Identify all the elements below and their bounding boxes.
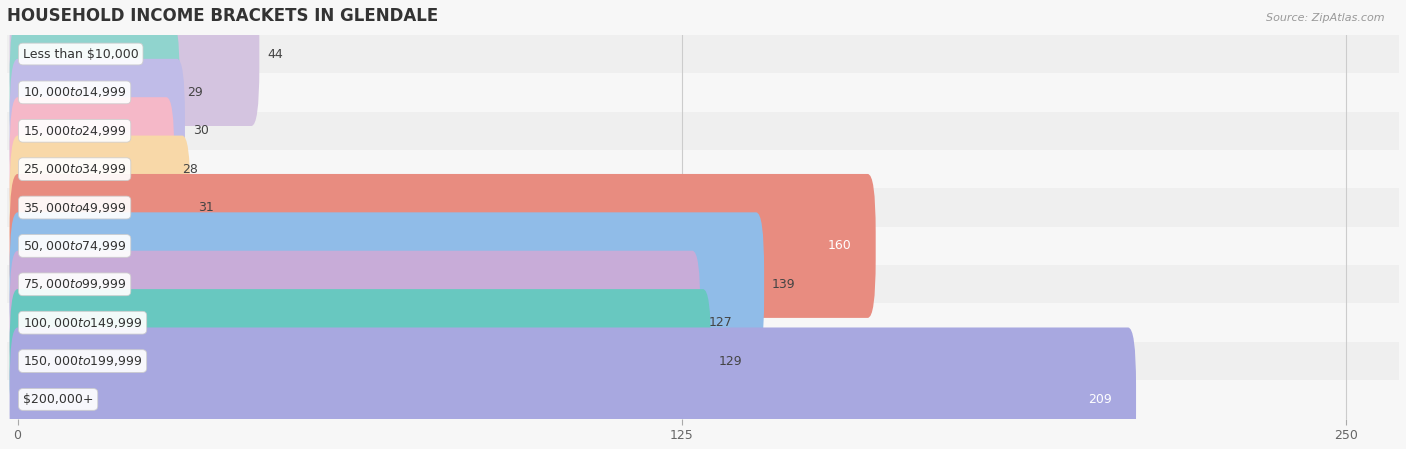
FancyBboxPatch shape xyxy=(10,212,763,356)
FancyBboxPatch shape xyxy=(10,59,186,203)
Text: 127: 127 xyxy=(709,316,733,329)
Text: 30: 30 xyxy=(193,124,208,137)
Text: 209: 209 xyxy=(1088,393,1112,406)
FancyBboxPatch shape xyxy=(10,97,174,241)
Text: Source: ZipAtlas.com: Source: ZipAtlas.com xyxy=(1267,13,1385,23)
Text: $100,000 to $149,999: $100,000 to $149,999 xyxy=(22,316,142,330)
Bar xyxy=(7,189,1399,227)
Text: $25,000 to $34,999: $25,000 to $34,999 xyxy=(22,162,127,176)
Bar xyxy=(7,304,1399,342)
Text: HOUSEHOLD INCOME BRACKETS IN GLENDALE: HOUSEHOLD INCOME BRACKETS IN GLENDALE xyxy=(7,7,439,25)
Bar xyxy=(7,380,1399,418)
FancyBboxPatch shape xyxy=(10,251,700,395)
Text: $15,000 to $24,999: $15,000 to $24,999 xyxy=(22,124,127,138)
Text: 139: 139 xyxy=(772,278,796,291)
Text: $75,000 to $99,999: $75,000 to $99,999 xyxy=(22,277,127,291)
Text: $200,000+: $200,000+ xyxy=(22,393,93,406)
Text: 44: 44 xyxy=(267,48,283,61)
FancyBboxPatch shape xyxy=(10,0,259,126)
Bar xyxy=(7,35,1399,73)
FancyBboxPatch shape xyxy=(10,21,180,164)
Bar xyxy=(7,73,1399,112)
Bar xyxy=(7,227,1399,265)
Text: $150,000 to $199,999: $150,000 to $199,999 xyxy=(22,354,142,368)
Text: 28: 28 xyxy=(183,163,198,176)
Text: $50,000 to $74,999: $50,000 to $74,999 xyxy=(22,239,127,253)
Bar xyxy=(7,342,1399,380)
Text: 31: 31 xyxy=(198,201,214,214)
Bar xyxy=(7,150,1399,189)
Bar xyxy=(7,112,1399,150)
FancyBboxPatch shape xyxy=(10,174,876,318)
Text: Less than $10,000: Less than $10,000 xyxy=(22,48,139,61)
Text: $35,000 to $49,999: $35,000 to $49,999 xyxy=(22,201,127,215)
FancyBboxPatch shape xyxy=(10,327,1136,449)
Text: 160: 160 xyxy=(828,239,852,252)
FancyBboxPatch shape xyxy=(10,136,190,280)
Bar xyxy=(7,265,1399,304)
Text: 29: 29 xyxy=(187,86,204,99)
Text: $10,000 to $14,999: $10,000 to $14,999 xyxy=(22,85,127,99)
FancyBboxPatch shape xyxy=(10,289,711,433)
Text: 129: 129 xyxy=(718,355,742,368)
